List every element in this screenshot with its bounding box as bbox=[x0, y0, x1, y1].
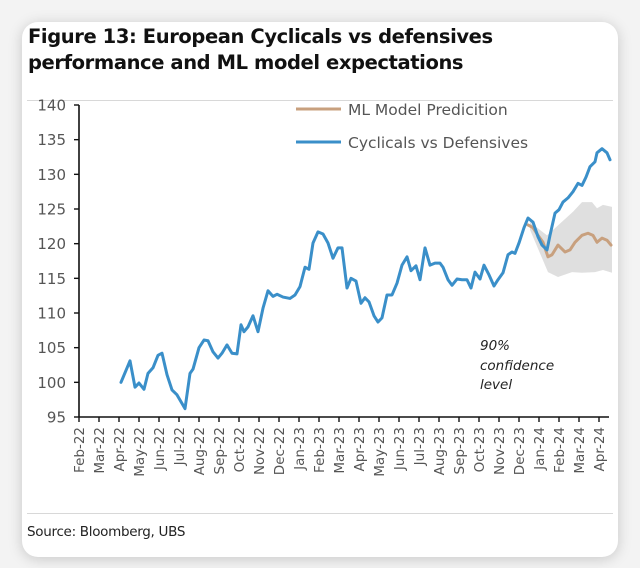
x-tick-label: Mar-23 bbox=[332, 427, 348, 474]
figure-card: Figure 13: European Cyclicals vs defensi… bbox=[22, 22, 618, 557]
legend-label-cyclicals: Cyclicals vs Defensives bbox=[348, 134, 528, 152]
x-tick-label: Jun-23 bbox=[392, 427, 408, 471]
y-tick-label: 130 bbox=[37, 166, 66, 184]
x-tick-label: May-22 bbox=[132, 427, 148, 477]
confidence-band-layer bbox=[530, 202, 612, 277]
x-tick-label: Sep-22 bbox=[212, 427, 228, 475]
x-tick-label: Oct-22 bbox=[232, 427, 248, 472]
x-tick-label: Dec-23 bbox=[512, 427, 528, 475]
x-tick-label: Aug-22 bbox=[192, 427, 208, 475]
x-tick-label: May-23 bbox=[372, 427, 388, 477]
y-tick-label: 120 bbox=[37, 235, 66, 253]
x-tick-label: Feb-24 bbox=[552, 427, 568, 473]
y-tick-label: 115 bbox=[37, 270, 66, 288]
figure-title: Figure 13: European Cyclicals vs defensi… bbox=[28, 25, 493, 74]
legend-label-prediction: ML Model Predicition bbox=[348, 101, 508, 119]
x-tick-label: Apr-24 bbox=[592, 427, 608, 472]
x-tick-label: Jul-22 bbox=[172, 427, 188, 466]
x-tick-label: Apr-23 bbox=[352, 427, 368, 472]
x-tick-label: Nov-23 bbox=[492, 427, 508, 475]
series-line-cyclicals bbox=[119, 147, 612, 411]
confidence-band bbox=[530, 202, 612, 277]
x-tick-label: Jan-23 bbox=[292, 427, 308, 471]
x-tick-label: Jan-24 bbox=[532, 427, 548, 471]
y-tick-label: 100 bbox=[37, 374, 66, 392]
x-tick-label: Apr-22 bbox=[112, 427, 128, 472]
x-tick-label: Mar-24 bbox=[572, 427, 588, 474]
x-tick-label: Jun-22 bbox=[152, 427, 168, 471]
series-layer bbox=[119, 147, 613, 411]
y-tick-label: 110 bbox=[37, 305, 66, 323]
x-tick-label: Aug-23 bbox=[432, 427, 448, 475]
y-tick-label: 135 bbox=[37, 131, 66, 149]
x-tick-label: Feb-22 bbox=[72, 427, 88, 473]
annotation-line-3: level bbox=[480, 377, 512, 393]
y-tick-label: 125 bbox=[37, 201, 66, 219]
x-tick-label: Jul-23 bbox=[412, 427, 428, 466]
x-tick-label: Oct-23 bbox=[472, 427, 488, 472]
y-tick-label: 140 bbox=[37, 97, 66, 115]
annotation-line-2: confidence bbox=[480, 358, 554, 374]
x-tick-label: Mar-22 bbox=[92, 427, 108, 474]
x-tick-label: Sep-23 bbox=[452, 427, 468, 475]
y-tick-label: 95 bbox=[47, 409, 66, 427]
x-tick-label: Feb-23 bbox=[312, 427, 328, 473]
y-tick-label: 105 bbox=[37, 339, 66, 357]
confidence-annotation: 90% confidence level bbox=[480, 338, 554, 393]
x-tick-label: Dec-22 bbox=[272, 427, 288, 475]
annotation-line-1: 90% bbox=[480, 338, 510, 354]
x-tick-label: Nov-22 bbox=[252, 427, 268, 475]
title-divider bbox=[27, 100, 613, 101]
source-note: Source: Bloomberg, UBS bbox=[27, 524, 186, 540]
legend: ML Model Predicition Cyclicals vs Defens… bbox=[296, 101, 528, 152]
source-divider bbox=[27, 513, 613, 514]
series-line-prediction bbox=[526, 223, 613, 259]
